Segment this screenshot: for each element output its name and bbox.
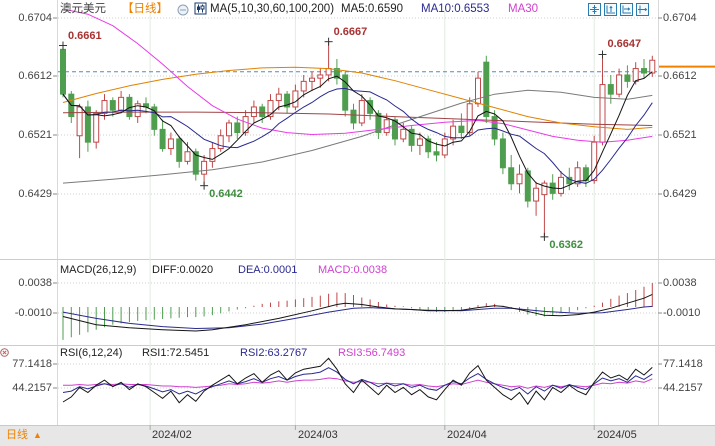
price-axis-label: 0.6612 xyxy=(663,70,697,82)
price-axis-label: 0.6521 xyxy=(663,129,697,141)
ma-params-label: MA(5,10,30,60,100,200) xyxy=(210,3,335,15)
pan-right-icon[interactable] xyxy=(636,3,649,16)
rsi-panel-handle-icon[interactable] xyxy=(0,348,9,357)
period-up-arrow-icon[interactable]: ▲ xyxy=(33,430,42,440)
instrument-title: 澳元美元 xyxy=(60,3,106,15)
price-marker-label: 0.6667 xyxy=(333,25,368,38)
y-axis-scale-icon[interactable] xyxy=(604,3,617,16)
price-axis-label: 0.6429 xyxy=(663,188,697,200)
rsi-name-label: RSI(6,12,24) xyxy=(60,347,123,359)
date-tick-label: 2024/04 xyxy=(447,429,487,441)
macd-macd-label: MACD:0.0038 xyxy=(318,264,388,276)
macd-axis-label: 0.0038 xyxy=(18,277,52,289)
bottom-period-button[interactable]: 日线 xyxy=(6,429,28,441)
macd-axis-label: 0.0038 xyxy=(663,277,697,289)
price-marker-label: 0.6661 xyxy=(68,29,102,42)
kline-indicator-icon xyxy=(194,2,207,15)
price-axis-label: 0.6704 xyxy=(663,12,697,24)
period-label: 【日线】 xyxy=(122,3,168,15)
price-axis-label: 0.6429 xyxy=(18,188,52,200)
rsi-axis-label: 77.1418 xyxy=(663,358,703,370)
price-axis-label: 0.6521 xyxy=(18,129,52,141)
ma10-value-label: MA10:0.6553 xyxy=(421,3,490,15)
x-axis-scale-icon[interactable] xyxy=(620,3,633,16)
price-marker-label: 0.6647 xyxy=(607,38,642,51)
rsi-axis-label: 77.1418 xyxy=(12,358,52,370)
macd-dea-label: DEA:0.0001 xyxy=(238,264,298,276)
rsi-axis-label: 44.2157 xyxy=(663,382,703,394)
macd-diff-label: DIFF:0.0020 xyxy=(152,264,214,276)
ma5-value-label: MA5:0.6590 xyxy=(341,3,404,15)
macd-axis-label: -0.0010 xyxy=(663,307,701,319)
time-axis-bar xyxy=(0,425,715,446)
macd-name-label: MACD(26,12,9) xyxy=(60,264,137,276)
rsi3-label: RSI3:56.7493 xyxy=(338,347,406,359)
crosshair-tool-icon[interactable] xyxy=(588,3,601,16)
price-axis-label: 0.6612 xyxy=(18,70,52,82)
rsi-axis-label: 44.2157 xyxy=(12,382,52,394)
date-tick-label: 2024/03 xyxy=(298,429,338,441)
macd-axis-label: -0.0010 xyxy=(14,307,52,319)
collapse-minus-icon[interactable] xyxy=(177,4,189,16)
date-tick-label: 2024/02 xyxy=(152,429,192,441)
date-tick-label: 2024/05 xyxy=(597,429,637,441)
rsi2-label: RSI2:63.2767 xyxy=(240,347,308,359)
ma30-value-label: MA30 xyxy=(508,3,539,15)
rsi1-label: RSI1:72.5451 xyxy=(142,347,210,359)
price-marker-label: 0.6362 xyxy=(549,238,584,251)
price-axis-label: 0.6704 xyxy=(18,12,52,24)
price-marker-label: 0.6442 xyxy=(209,187,243,200)
